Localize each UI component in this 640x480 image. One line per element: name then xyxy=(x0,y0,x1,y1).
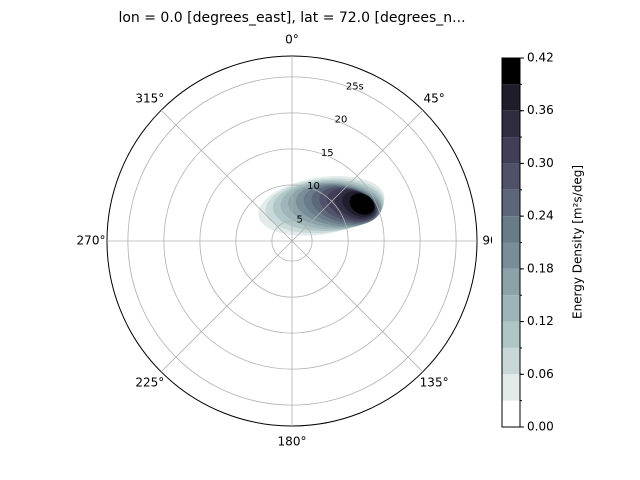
colorbar-band xyxy=(502,84,520,111)
colorbar-band xyxy=(502,374,520,401)
colorbar-band xyxy=(502,110,520,138)
r-grid-line xyxy=(127,76,457,406)
colorbar-band xyxy=(502,216,520,243)
theta-tick-label: 315° xyxy=(135,91,164,105)
colorbar-tick-label: 0.36 xyxy=(527,103,554,117)
colorbar-band xyxy=(502,163,520,190)
theta-tick-label: 225° xyxy=(135,376,164,390)
r-tick-label: 5 xyxy=(297,214,303,225)
colorbar-band xyxy=(502,321,520,348)
theta-tick-label: 135° xyxy=(420,376,449,390)
colorbar: 0.00 0.06 0.12 0.18 0.24 0.30 0.36 0.42 xyxy=(492,50,554,435)
colorbar-tick-label: 0.12 xyxy=(527,314,554,328)
colorbar-band xyxy=(502,58,520,85)
r-tick-label: 10 xyxy=(307,181,320,192)
r-grid-line xyxy=(235,184,349,298)
colorbar-label: Energy Density [m²s/deg] xyxy=(571,165,585,319)
r-grid-line xyxy=(271,220,313,262)
colorbar-tick-label: 0.06 xyxy=(527,367,554,381)
colorbar-tick-label: 0.00 xyxy=(527,420,554,434)
colorbar-tick-label: 0.42 xyxy=(527,51,554,65)
colorbar-band xyxy=(502,268,520,296)
theta-tick-label: 45° xyxy=(423,91,444,105)
theta-tick-label: 0° xyxy=(285,33,299,47)
theta-tick-label: 180° xyxy=(278,435,307,449)
colorbar-band xyxy=(502,295,520,322)
colorbar-tick-label: 0.30 xyxy=(527,156,554,170)
r-grid-line xyxy=(199,148,385,334)
colorbar-band xyxy=(502,347,520,375)
colorbar-band xyxy=(502,137,520,164)
r-tick-label: 25s xyxy=(346,81,364,92)
r-tick-label: 20 xyxy=(335,115,348,126)
contour-band xyxy=(349,193,375,215)
r-tick-label: 15 xyxy=(321,148,334,159)
colorbar-tick-label: 0.24 xyxy=(527,209,554,223)
colorbar-band xyxy=(502,242,520,269)
r-grid-line xyxy=(163,112,421,370)
chart-title: lon = 0.0 [degrees_east], lat = 72.0 [de… xyxy=(118,10,465,26)
colorbar-band xyxy=(502,400,520,427)
theta-tick-label: 270° xyxy=(77,234,106,248)
colorbar-tick-label: 0.18 xyxy=(527,261,554,275)
colorbar-band xyxy=(502,189,520,217)
